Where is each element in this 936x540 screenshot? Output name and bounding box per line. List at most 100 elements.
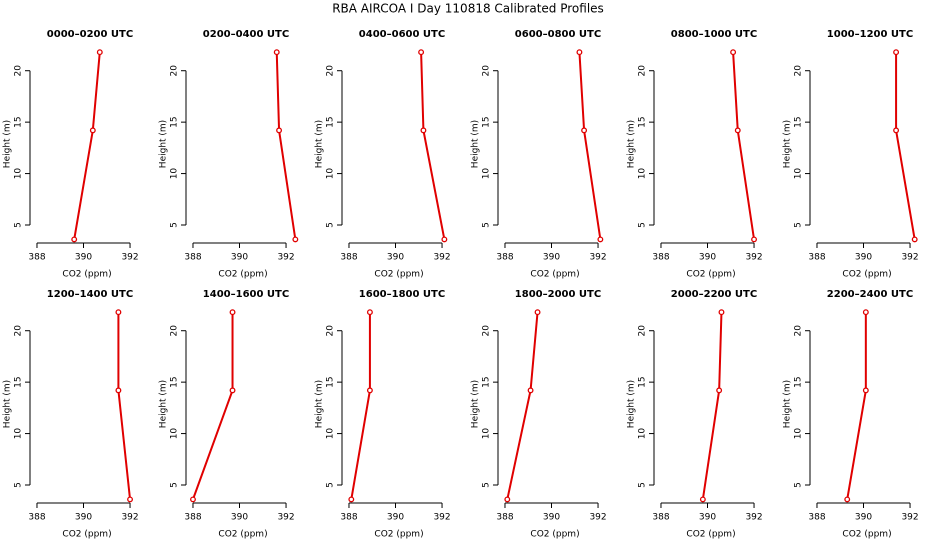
y-tick-label: 5 bbox=[14, 482, 24, 488]
y-tick-label: 5 bbox=[170, 222, 180, 228]
y-tick-label: 20 bbox=[326, 325, 336, 337]
x-axis-label: CO2 (ppm) bbox=[686, 530, 735, 540]
x-tick-label: 392 bbox=[277, 513, 294, 523]
x-tick-label: 390 bbox=[231, 253, 248, 263]
profile-line bbox=[578, 52, 602, 240]
data-point bbox=[893, 127, 900, 134]
y-tick-label: 20 bbox=[482, 325, 492, 337]
y-tick-label: 15 bbox=[794, 376, 804, 387]
y-axis-label: Height (m) bbox=[315, 120, 325, 168]
y-tick-label: 20 bbox=[638, 65, 648, 77]
x-axis-label: CO2 (ppm) bbox=[62, 270, 111, 280]
y-tick-label: 20 bbox=[482, 65, 492, 77]
data-point bbox=[229, 387, 236, 394]
data-point bbox=[276, 127, 283, 134]
y-tick-label: 10 bbox=[482, 168, 492, 180]
profile-line bbox=[192, 312, 234, 500]
x-axis-label: CO2 (ppm) bbox=[842, 270, 891, 280]
y-tick-label: 10 bbox=[326, 168, 336, 180]
x-tick-label: 388 bbox=[184, 513, 201, 523]
y-axis-label: Height (m) bbox=[627, 380, 637, 428]
data-point bbox=[229, 309, 236, 316]
y-tick-label: 15 bbox=[170, 376, 180, 387]
y-tick-label: 10 bbox=[794, 168, 804, 180]
x-axis-label: CO2 (ppm) bbox=[686, 270, 735, 280]
x-tick-label: 388 bbox=[184, 253, 201, 263]
profile-line bbox=[895, 52, 916, 240]
panel-title: 0800–1000 UTC bbox=[671, 29, 757, 40]
y-tick-label: 5 bbox=[482, 222, 492, 228]
profile-line bbox=[420, 52, 446, 240]
x-tick-label: 388 bbox=[28, 253, 45, 263]
data-point bbox=[862, 387, 869, 394]
y-tick-label: 15 bbox=[482, 376, 492, 387]
y-tick-label: 15 bbox=[14, 376, 24, 387]
y-axis-label: Height (m) bbox=[783, 380, 793, 428]
panel-title: 1600–1800 UTC bbox=[359, 289, 445, 300]
x-tick-label: 392 bbox=[589, 513, 606, 523]
y-tick-label: 20 bbox=[14, 65, 24, 77]
data-point bbox=[730, 49, 737, 56]
x-tick-label: 388 bbox=[496, 513, 513, 523]
x-tick-label: 390 bbox=[75, 253, 92, 263]
y-tick-label: 5 bbox=[482, 482, 492, 488]
data-point bbox=[718, 309, 725, 316]
y-axis-label: Height (m) bbox=[471, 380, 481, 428]
x-axis-label: CO2 (ppm) bbox=[842, 530, 891, 540]
x-tick-label: 392 bbox=[433, 513, 450, 523]
y-tick-label: 20 bbox=[794, 325, 804, 337]
x-tick-label: 392 bbox=[901, 253, 918, 263]
x-axis-label: CO2 (ppm) bbox=[374, 530, 423, 540]
x-tick-label: 390 bbox=[855, 513, 872, 523]
y-axis-label: Height (m) bbox=[3, 120, 13, 168]
x-tick-label: 388 bbox=[652, 513, 669, 523]
data-point bbox=[576, 49, 583, 56]
data-point bbox=[418, 49, 425, 56]
x-axis-label: CO2 (ppm) bbox=[530, 530, 579, 540]
y-tick-label: 20 bbox=[170, 325, 180, 337]
y-tick-label: 15 bbox=[326, 376, 336, 387]
data-point bbox=[893, 49, 900, 56]
data-point bbox=[751, 236, 757, 243]
y-tick-label: 5 bbox=[638, 482, 648, 488]
data-point bbox=[581, 127, 588, 134]
panel-title: 1200–1400 UTC bbox=[47, 289, 133, 300]
x-tick-label: 390 bbox=[543, 253, 560, 263]
x-axis-label: CO2 (ppm) bbox=[218, 270, 267, 280]
profile-line bbox=[701, 312, 723, 500]
y-tick-label: 10 bbox=[638, 168, 648, 180]
data-point bbox=[89, 127, 96, 134]
profile-line bbox=[506, 312, 539, 500]
panel-title: 2000–2200 UTC bbox=[671, 289, 757, 300]
x-tick-label: 392 bbox=[121, 513, 138, 523]
x-tick-label: 390 bbox=[699, 253, 716, 263]
x-tick-label: 390 bbox=[699, 513, 716, 523]
y-tick-label: 15 bbox=[326, 116, 336, 127]
data-point bbox=[911, 236, 918, 243]
data-point bbox=[734, 127, 741, 134]
y-axis-label: Height (m) bbox=[159, 380, 169, 428]
data-point bbox=[190, 496, 196, 503]
x-axis-label: CO2 (ppm) bbox=[374, 270, 423, 280]
x-tick-label: 392 bbox=[277, 253, 294, 263]
profile-line bbox=[73, 52, 101, 240]
panel-title: 0600–0800 UTC bbox=[515, 29, 601, 40]
y-tick-label: 5 bbox=[638, 222, 648, 228]
profile-line bbox=[117, 312, 132, 500]
y-tick-label: 20 bbox=[794, 65, 804, 77]
data-point bbox=[348, 496, 355, 503]
panel-title: 0200–0400 UTC bbox=[203, 29, 289, 40]
y-tick-label: 15 bbox=[638, 376, 648, 387]
x-axis-label: CO2 (ppm) bbox=[530, 270, 579, 280]
x-tick-label: 392 bbox=[589, 253, 606, 263]
x-tick-label: 388 bbox=[340, 253, 357, 263]
data-point bbox=[534, 309, 541, 316]
x-tick-label: 390 bbox=[387, 513, 404, 523]
y-tick-label: 10 bbox=[14, 428, 24, 440]
y-tick-label: 15 bbox=[638, 116, 648, 127]
x-axis-label: CO2 (ppm) bbox=[62, 530, 111, 540]
y-tick-label: 15 bbox=[482, 116, 492, 127]
y-tick-label: 20 bbox=[638, 325, 648, 337]
profile-line bbox=[732, 52, 756, 240]
y-tick-label: 5 bbox=[326, 222, 336, 228]
